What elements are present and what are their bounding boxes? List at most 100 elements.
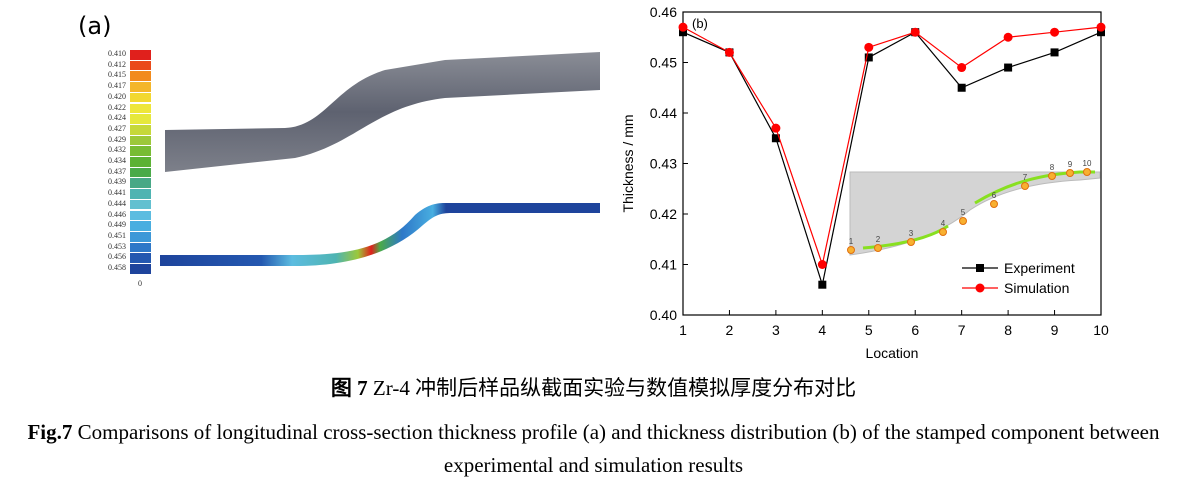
colorbar-cell: [130, 157, 151, 168]
panel-b-label: (b): [692, 16, 708, 31]
colorbar-cell: [130, 135, 151, 147]
inset-point-label: 3: [909, 229, 914, 238]
thickness-chart: 1 2 3 4 5 6 7 8 9 10 0.40 0.41 0.42 0.43 0.44 0.45 0.46 L…: [620, 4, 1109, 361]
x-tick-label: 10: [1093, 322, 1109, 338]
y-tick-label: 0.45: [650, 55, 677, 71]
colorbar-label: 0.444: [108, 198, 126, 208]
caption-chinese: 图 7 Zr-4 冲制后样品纵截面实验与数值模拟厚度分布对比: [0, 372, 1187, 402]
caption-english: Fig.7 Comparisons of longitudinal cross-…: [0, 416, 1187, 482]
experimental-cross-section: [165, 52, 600, 172]
data-point-experiment: [957, 83, 966, 92]
y-tick-label: 0.40: [650, 307, 677, 323]
colorbar-label: 0.453: [108, 241, 126, 251]
x-axis-label: Location: [866, 345, 919, 361]
inset-point: [847, 246, 855, 254]
inset-point-label: 4: [941, 219, 946, 228]
colorbar-label: 0.417: [108, 81, 126, 91]
inset-point: [1048, 172, 1056, 180]
colorbar-cell: [130, 60, 151, 72]
inset-point-label: 1: [849, 237, 854, 246]
colorbar-cell: [130, 178, 151, 190]
colorbar-label: 0.432: [108, 145, 126, 155]
colorbar-cell: [130, 231, 151, 243]
colorbar-cell: [130, 167, 151, 179]
colorbar-label: 0.415: [108, 70, 126, 80]
series-line-simulation: [682, 26, 1102, 267]
data-point-simulation: [771, 123, 781, 133]
colorbar-label: 0.429: [108, 134, 126, 144]
data-point-simulation: [817, 260, 827, 269]
x-tick-label: 3: [772, 322, 780, 338]
colorbar-label: 0.420: [108, 91, 126, 101]
inset-point-label: 9: [1068, 160, 1073, 169]
data-point-experiment: [679, 28, 687, 37]
inset-mesh: [849, 171, 1101, 256]
colorbar-cell: [130, 114, 151, 125]
cross-section-images: [160, 52, 600, 266]
inset-point: [1066, 169, 1074, 177]
y-tick-label: 0.44: [650, 105, 677, 121]
data-point-simulation: [1096, 22, 1106, 32]
x-tick-label: 5: [865, 322, 873, 338]
inset-point: [939, 228, 947, 236]
data-point-simulation: [910, 27, 920, 37]
inset-point-label: 5: [961, 208, 966, 217]
colorbar-label: 0.439: [108, 177, 126, 187]
colorbar-cell: [130, 71, 151, 83]
colorbar-label: 0.424: [108, 113, 126, 123]
colorbar-cell: [130, 199, 151, 211]
inset-point-label: 7: [1023, 173, 1028, 182]
caption-en-text: Comparisons of longitudinal cross-sectio…: [72, 420, 1160, 477]
colorbar-cell: [130, 253, 151, 264]
inset-point: [874, 244, 882, 252]
legend-label: Experiment: [1004, 260, 1075, 276]
colorbar-cell: [130, 124, 151, 136]
colorbar-label: 0.410: [108, 49, 126, 58]
data-point-experiment: [864, 53, 873, 62]
colorbar-label: 0.434: [108, 156, 126, 165]
simulated-cross-section: [160, 202, 600, 266]
data-point-simulation: [724, 47, 734, 57]
colorbar-label: 0.422: [108, 102, 126, 112]
colorbar-cell: [130, 92, 151, 104]
data-point-simulation: [678, 22, 688, 32]
colorbar-label: 0.456: [108, 252, 126, 262]
colorbar-label: 0.446: [108, 209, 126, 219]
y-tick-label: 0.46: [650, 4, 677, 20]
colorbar-label: 0.441: [108, 188, 126, 198]
colorbar-cell: [130, 103, 151, 115]
inset-point-label: 8: [1050, 163, 1055, 172]
inset-point: [1021, 182, 1029, 190]
colorbar-label: 0.427: [108, 123, 126, 133]
caption-en-prefix: Fig.7: [27, 420, 73, 444]
x-tick-label: 2: [726, 322, 734, 338]
y-axis-label: Thickness / mm: [620, 114, 636, 212]
data-point-simulation: [1050, 27, 1060, 37]
colorbar-label: 0.412: [108, 59, 126, 69]
data-point-experiment: [1050, 48, 1059, 57]
y-tick-label: 0.42: [650, 206, 677, 222]
data-point-experiment: [818, 280, 827, 289]
caption-cn-text: Zr-4 冲制后样品纵截面实验与数值模拟厚度分布对比: [367, 376, 857, 400]
inset-point: [959, 217, 967, 225]
panel-a-label: (a): [78, 12, 112, 40]
inset-point-label: 6: [992, 191, 997, 200]
colorbar-cell: [130, 146, 151, 157]
inset-point-label: 10: [1083, 159, 1092, 168]
colorbar-bottom-label: 0: [138, 278, 142, 288]
colorbar-label: 0.437: [108, 166, 126, 176]
y-tick-label: 0.43: [650, 156, 677, 172]
y-tick-label: 0.41: [650, 257, 677, 273]
legend-marker: [975, 283, 985, 293]
colorbar-cell: [130, 82, 151, 93]
data-point-experiment: [1004, 63, 1013, 72]
x-tick-label: 6: [911, 322, 919, 338]
colorbar-cell: [130, 50, 151, 61]
data-point-simulation: [957, 63, 967, 73]
x-tick-label: 4: [818, 322, 826, 338]
inset-point: [907, 238, 915, 246]
x-tick-label: 8: [1004, 322, 1012, 338]
x-tick-label: 9: [1051, 322, 1059, 338]
inset-point-label: 2: [876, 235, 881, 244]
data-point-simulation: [1003, 32, 1013, 42]
